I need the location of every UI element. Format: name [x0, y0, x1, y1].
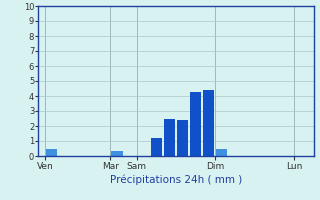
- Bar: [164, 118, 175, 156]
- X-axis label: Précipitations 24h ( mm ): Précipitations 24h ( mm ): [110, 175, 242, 185]
- Bar: [177, 120, 188, 156]
- Bar: [46, 148, 57, 156]
- Bar: [216, 149, 228, 156]
- Bar: [203, 90, 214, 156]
- Bar: [151, 138, 162, 156]
- Bar: [190, 92, 201, 156]
- Bar: [111, 151, 123, 156]
